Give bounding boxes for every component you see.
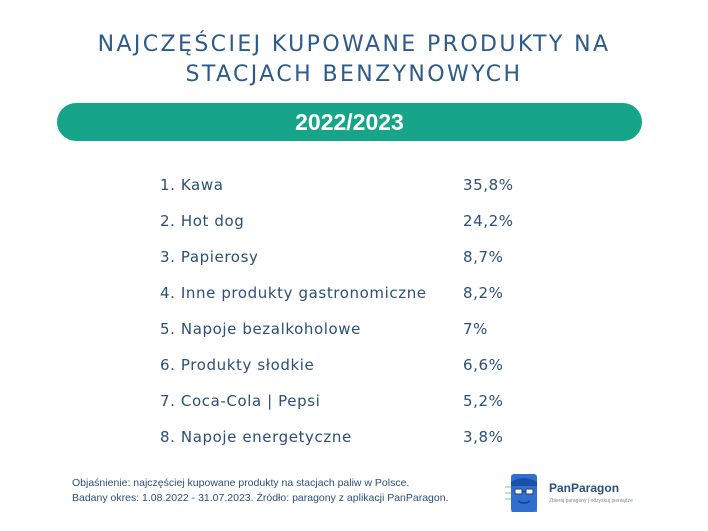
- row-value: 35,8%: [463, 176, 514, 194]
- row-value: 5,2%: [463, 392, 504, 410]
- row-label: 7. Coca-Cola | Pepsi: [160, 392, 321, 410]
- table-row: 8. Napoje energetyczne 3,8%: [160, 428, 560, 452]
- footnote-line-2: Badany okres: 1.08.2022 - 31.07.2023. Źr…: [72, 492, 449, 504]
- row-label: 3. Papierosy: [160, 248, 259, 266]
- table-row: 4. Inne produkty gastronomiczne 8,2%: [160, 284, 560, 308]
- table-row: 3. Papierosy 8,7%: [160, 248, 560, 272]
- footnote: Objaśnienie: najczęściej kupowane produk…: [72, 476, 482, 506]
- row-label: 5. Napoje bezalkoholowe: [160, 320, 361, 338]
- table-row: 7. Coca-Cola | Pepsi 5,2%: [160, 392, 560, 416]
- row-label: 8. Napoje energetyczne: [160, 428, 352, 446]
- row-value: 7%: [463, 320, 488, 338]
- title-line-1: NAJCZĘŚCIEJ KUPOWANE PRODUKTY NA: [97, 32, 611, 57]
- panparagon-logo-icon: [505, 474, 537, 512]
- title-line-2: STACJACH BENZYNOWYCH: [185, 62, 523, 87]
- brand-tagline: Zbieraj paragony | odzyskuj pieniądze: [549, 498, 633, 504]
- page-title: NAJCZĘŚCIEJ KUPOWANE PRODUKTY NA STACJAC…: [0, 30, 708, 90]
- row-value: 8,2%: [463, 284, 504, 302]
- table-row: 6. Produkty słodkie 6,6%: [160, 356, 560, 380]
- table-row: 1. Kawa 35,8%: [160, 176, 560, 200]
- table-row: 2. Hot dog 24,2%: [160, 212, 560, 236]
- row-label: 1. Kawa: [160, 176, 224, 194]
- brand-logo: PanParagon Zbieraj paragony | odzyskuj p…: [505, 472, 635, 516]
- brand-name: PanParagon: [549, 481, 620, 495]
- period-banner: 2022/2023: [57, 103, 642, 141]
- footnote-line-1: Objaśnienie: najczęściej kupowane produk…: [72, 477, 410, 489]
- row-value: 8,7%: [463, 248, 504, 266]
- table-row: 5. Napoje bezalkoholowe 7%: [160, 320, 560, 344]
- period-banner-label: 2022/2023: [295, 108, 404, 135]
- row-value: 3,8%: [463, 428, 504, 446]
- row-value: 24,2%: [463, 212, 514, 230]
- row-value: 6,6%: [463, 356, 504, 374]
- row-label: 4. Inne produkty gastronomiczne: [160, 284, 427, 302]
- row-label: 6. Produkty słodkie: [160, 356, 315, 374]
- row-label: 2. Hot dog: [160, 212, 245, 230]
